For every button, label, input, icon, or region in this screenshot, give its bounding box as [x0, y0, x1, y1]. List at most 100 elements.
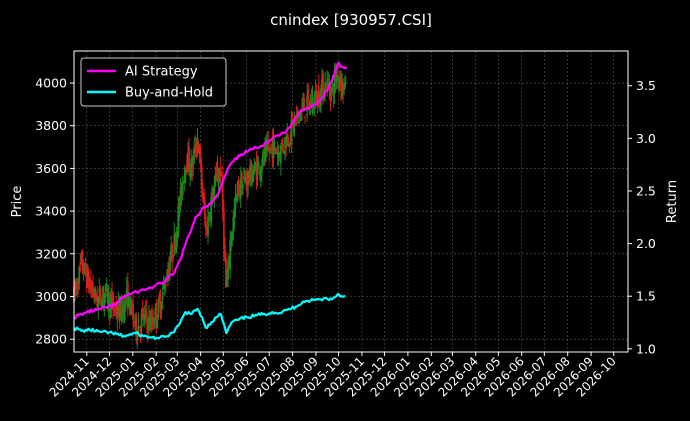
candle-body	[188, 146, 190, 171]
candle-body	[123, 297, 126, 321]
candle-body	[254, 166, 257, 170]
candle-body	[127, 292, 130, 306]
candle-body	[202, 196, 205, 203]
candle-body	[291, 113, 294, 123]
candle-body	[197, 143, 200, 154]
candle-body	[329, 85, 332, 101]
candle-body	[200, 165, 203, 188]
left-tick-label: 3000	[35, 289, 67, 304]
candle-body	[195, 148, 198, 151]
candle-body	[341, 78, 343, 98]
candle-body	[228, 261, 231, 265]
candle-body	[191, 159, 194, 170]
candle-body	[82, 271, 85, 275]
candle-body	[226, 282, 228, 284]
candle-body	[327, 83, 330, 85]
candle-body	[245, 181, 247, 183]
candle-body	[259, 169, 262, 180]
candle-body	[233, 209, 236, 218]
candle-body	[98, 289, 101, 293]
candle-body	[107, 293, 110, 311]
candle-body	[155, 302, 158, 323]
candle-body	[286, 134, 289, 146]
candle-body	[325, 87, 328, 92]
candle-body	[234, 196, 237, 210]
candle-body	[340, 78, 342, 91]
candle-body	[289, 137, 292, 140]
candle-body	[266, 143, 269, 149]
candle-body	[231, 232, 234, 242]
candle-body	[219, 166, 222, 177]
candle-body	[309, 102, 312, 109]
candle-body	[189, 173, 191, 177]
candle-body	[258, 166, 261, 175]
candle-body	[317, 85, 320, 106]
candle-body	[293, 120, 296, 127]
candle-body	[79, 261, 82, 266]
candle-body	[105, 284, 108, 288]
candle-body	[240, 172, 243, 195]
candle-body	[190, 159, 193, 177]
series-line-buy-and-hold	[73, 293, 346, 341]
candle-body	[101, 295, 104, 305]
candle-body	[150, 316, 152, 325]
candle-body	[149, 320, 151, 330]
candle-body	[89, 279, 92, 289]
candle-body	[278, 156, 281, 161]
candle-body	[124, 295, 127, 303]
candle-body	[261, 151, 264, 166]
candle-body	[253, 163, 256, 173]
candle-body	[117, 303, 120, 314]
left-tick-label: 2800	[35, 332, 67, 347]
candle-body	[141, 308, 144, 312]
candle-body	[181, 182, 184, 196]
candle-body	[164, 284, 167, 286]
candle-body	[160, 305, 163, 310]
candle-body	[227, 260, 229, 280]
candle-body	[177, 206, 180, 232]
candle-body	[156, 319, 159, 329]
candle-body	[125, 288, 128, 299]
candle-body	[285, 142, 288, 148]
candle-body	[158, 293, 161, 302]
candle-body	[314, 90, 317, 103]
candle-body	[165, 280, 168, 282]
left-tick-label: 3600	[35, 161, 67, 176]
candle-body	[318, 103, 321, 105]
candle-body	[152, 318, 155, 325]
candle-body	[131, 303, 133, 310]
candle-body	[176, 231, 179, 239]
candle-body	[215, 173, 218, 175]
candle-body	[133, 321, 136, 325]
candle-body	[220, 175, 223, 177]
candle-body	[277, 152, 280, 158]
candle-body	[93, 293, 95, 298]
left-axis-label: Price	[10, 186, 25, 218]
candle-body	[134, 315, 137, 321]
candle-body	[301, 108, 303, 110]
candle-body	[302, 103, 304, 108]
candle-body	[121, 307, 124, 318]
candle-body	[297, 114, 300, 118]
candle-body	[260, 167, 263, 174]
candle-body	[132, 303, 134, 320]
candle-body	[209, 217, 212, 222]
candle-body	[173, 234, 176, 253]
candle-body	[194, 144, 197, 154]
candle-body	[330, 88, 333, 96]
candle-body	[154, 307, 157, 320]
series-lines	[73, 61, 348, 341]
candle-body	[139, 328, 142, 332]
candle-body	[299, 111, 302, 121]
candle-body	[272, 139, 275, 159]
candle-body	[148, 316, 150, 329]
candle-body	[86, 270, 89, 287]
candle-body	[120, 302, 123, 318]
candle-body	[74, 283, 76, 292]
left-tick-label: 3200	[35, 246, 67, 261]
candle-body	[130, 299, 132, 314]
candle-body	[237, 179, 240, 196]
candle-body	[142, 313, 145, 321]
candle-body	[257, 162, 260, 167]
candle-body	[77, 286, 80, 290]
